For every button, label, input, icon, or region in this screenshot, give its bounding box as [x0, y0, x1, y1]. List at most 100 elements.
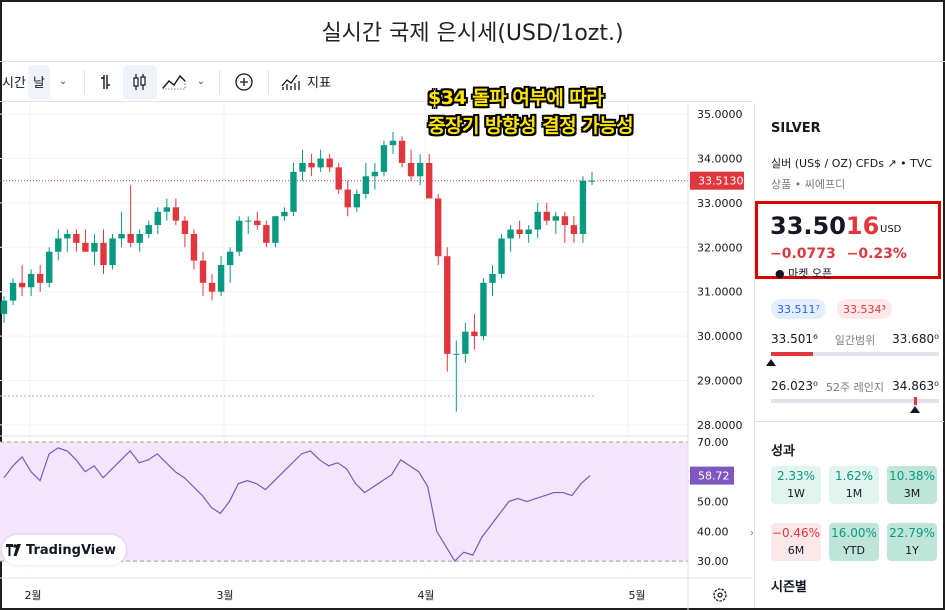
performance-period: YTD — [843, 544, 865, 557]
performance-cell-1m[interactable]: 1.62% 1M — [829, 466, 879, 504]
current-price-tag — [690, 171, 744, 190]
candle[interactable] — [489, 273, 496, 283]
candle[interactable] — [552, 216, 560, 221]
candle[interactable] — [127, 233, 134, 243]
price-change-value: −0.0773 — [770, 246, 836, 262]
candle[interactable] — [254, 220, 261, 226]
candle[interactable] — [272, 216, 279, 243]
performance-cell-ytd[interactable]: 16.00% YTD — [829, 523, 879, 561]
symbol-details-panel: SILVER 실버 (US$ / OZ) CFDs ↗ • TVC 상품 • 씨… — [754, 103, 944, 608]
indicators-label: 지표 — [307, 76, 331, 91]
candle[interactable] — [416, 162, 424, 177]
chart-area[interactable]: 35.0000 34.0000 33.0000 32.0000 31.0000 30.00… — [0, 103, 752, 610]
candle[interactable] — [263, 225, 270, 243]
candle[interactable] — [335, 167, 342, 190]
candle[interactable] — [480, 282, 487, 337]
bar-chart-type-icon[interactable] — [93, 65, 123, 99]
candle[interactable] — [290, 171, 297, 212]
candle[interactable] — [398, 140, 406, 163]
add-compare-icon[interactable] — [228, 65, 260, 99]
collapse-arrow-icon[interactable]: › — [750, 528, 754, 539]
candle[interactable] — [389, 140, 397, 146]
candle[interactable] — [344, 189, 351, 208]
performance-period: 1M — [845, 487, 863, 500]
candle[interactable] — [208, 282, 216, 292]
candle[interactable] — [73, 233, 80, 243]
price-axis-label: 29.0000 — [697, 375, 743, 388]
candle[interactable] — [444, 256, 451, 354]
candle[interactable] — [281, 211, 288, 217]
candle[interactable] — [190, 233, 198, 261]
last-price: 33.5016 — [770, 212, 879, 240]
candle[interactable] — [425, 162, 433, 199]
performance-cell-1w[interactable]: 2.33% 1W — [771, 466, 821, 504]
candle[interactable] — [516, 229, 523, 234]
candle[interactable] — [64, 233, 71, 239]
candle[interactable] — [471, 331, 478, 337]
candle[interactable] — [118, 233, 125, 239]
symbol-meta: 상품 • 씨에프디 — [771, 178, 846, 191]
candle[interactable] — [525, 229, 532, 234]
candlestick-chart-type-icon[interactable] — [123, 64, 157, 99]
external-link-icon[interactable]: ↗ — [887, 157, 897, 170]
candle[interactable] — [299, 162, 306, 172]
area-chart-type-icon[interactable] — [157, 65, 191, 99]
candle[interactable] — [579, 180, 587, 234]
candle[interactable] — [18, 282, 26, 288]
candle[interactable] — [91, 242, 98, 252]
candle[interactable] — [55, 238, 62, 252]
candle[interactable] — [498, 238, 505, 274]
bid-price[interactable]: 33.511⁷ — [771, 299, 826, 319]
candle[interactable] — [588, 180, 596, 182]
time-axis-label: 5월 — [628, 589, 645, 602]
candle[interactable] — [9, 282, 17, 301]
candle[interactable] — [326, 158, 333, 168]
chevron-down-icon[interactable]: ⌄ — [196, 76, 206, 87]
candle[interactable] — [236, 220, 243, 252]
candle[interactable] — [407, 162, 415, 177]
candle[interactable] — [534, 211, 541, 230]
candle[interactable] — [145, 225, 152, 234]
tradingview-logo[interactable]: TradingView — [2, 535, 127, 565]
candle[interactable] — [362, 176, 370, 195]
candle[interactable] — [226, 251, 234, 266]
candle[interactable] — [154, 211, 161, 226]
candle[interactable] — [245, 220, 252, 222]
ask-price[interactable]: 33.534³ — [837, 299, 892, 319]
candle[interactable] — [561, 216, 569, 226]
candle[interactable] — [109, 238, 116, 266]
settings-gear-icon[interactable] — [713, 588, 727, 602]
candle[interactable] — [507, 229, 514, 239]
candle[interactable] — [353, 194, 360, 208]
candle[interactable] — [570, 225, 578, 234]
candle[interactable] — [100, 242, 107, 266]
rsi-axis-label: 50.00 — [697, 496, 729, 509]
price-chart[interactable]: 35.0000 34.0000 33.0000 32.0000 31.0000 30.00… — [0, 103, 752, 610]
year-range-low: 26.023⁰ — [771, 379, 818, 393]
candle[interactable] — [380, 145, 388, 172]
performance-cell-6m[interactable]: −0.46% 6M — [771, 523, 821, 561]
candle[interactable] — [453, 353, 460, 355]
candle[interactable] — [36, 273, 44, 283]
candle[interactable] — [172, 207, 180, 221]
performance-cell-3m[interactable]: 10.38% 3M — [887, 466, 937, 504]
performance-cell-1y[interactable]: 22.79% 1Y — [887, 523, 937, 561]
candle[interactable] — [181, 220, 189, 234]
candle[interactable] — [371, 171, 379, 177]
candle[interactable] — [317, 158, 324, 168]
chevron-down-icon[interactable]: ⌄ — [58, 76, 68, 87]
candle[interactable] — [82, 242, 89, 252]
candle[interactable] — [27, 273, 35, 288]
candle[interactable] — [0, 300, 8, 314]
candle[interactable] — [308, 162, 315, 168]
candle[interactable] — [462, 331, 469, 354]
candle[interactable] — [163, 207, 171, 212]
candle[interactable] — [435, 198, 442, 257]
indicators-button[interactable]: 지표 — [277, 65, 335, 99]
candle[interactable] — [543, 211, 550, 221]
candle[interactable] — [46, 251, 53, 283]
candle[interactable] — [136, 233, 143, 243]
candle[interactable] — [217, 265, 225, 292]
candle[interactable] — [199, 260, 207, 283]
interval-select[interactable]: 날 — [28, 64, 50, 99]
